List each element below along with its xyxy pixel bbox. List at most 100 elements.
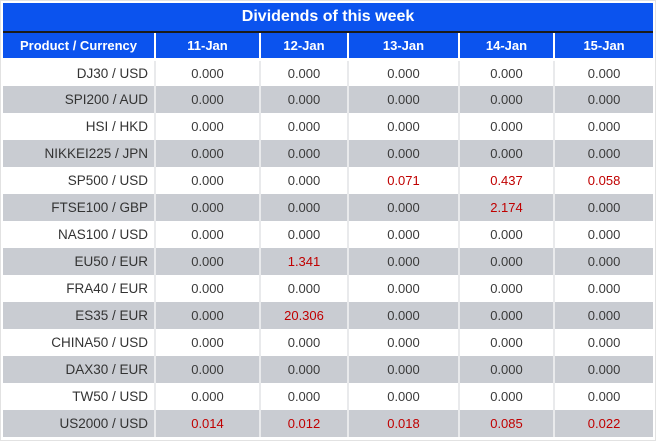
dividend-value-cell: 0.000 bbox=[154, 383, 260, 410]
dividend-value-cell: 0.000 bbox=[347, 248, 459, 275]
table-row: NIKKEI225 / JPN 0.000 0.000 0.000 0.000 0.000 bbox=[3, 140, 654, 167]
dividend-value-cell: 0.012 bbox=[259, 410, 348, 437]
product-currency-cell: EU50 / EUR bbox=[74, 254, 148, 269]
dividend-value-cell: 1.341 bbox=[259, 248, 348, 275]
dividend-value-cell: 0.000 bbox=[154, 275, 260, 302]
dividend-value-cell: 0.000 bbox=[154, 140, 260, 167]
dividend-value-cell: 0.000 bbox=[154, 86, 260, 113]
dividend-value-cell: 0.000 bbox=[259, 329, 348, 356]
product-currency-cell: SPI200 / AUD bbox=[64, 92, 148, 107]
dividend-value-cell: 2.174 bbox=[458, 194, 554, 221]
dividend-value-cell: 0.022 bbox=[552, 410, 654, 437]
dividend-value-cell: 0.000 bbox=[259, 167, 348, 194]
dividend-value-cell: 0.000 bbox=[259, 194, 348, 221]
product-currency-cell: TW50 / USD bbox=[72, 389, 148, 404]
dividend-value-cell: 0.000 bbox=[347, 59, 459, 86]
product-currency-cell: NAS100 / USD bbox=[57, 227, 148, 242]
dividend-value-cell: 0.000 bbox=[347, 302, 459, 329]
product-currency-cell: DAX30 / EUR bbox=[65, 362, 148, 377]
table-row: EU50 / EUR 0.000 1.341 0.000 0.000 0.000 bbox=[3, 248, 654, 275]
dividend-value-cell: 0.000 bbox=[347, 329, 459, 356]
product-currency-cell: SP500 / USD bbox=[67, 173, 148, 188]
table-row: DJ30 / USD 0.000 0.000 0.000 0.000 0.000 bbox=[3, 59, 654, 86]
dividend-value-cell: 0.000 bbox=[347, 86, 459, 113]
table-row: FRA40 / EUR 0.000 0.000 0.000 0.000 0.000 bbox=[3, 275, 654, 302]
dividend-value-cell: 0.000 bbox=[552, 221, 654, 248]
dividend-value-cell: 0.000 bbox=[347, 221, 459, 248]
dividend-value-cell: 0.000 bbox=[154, 113, 260, 140]
table-row: DAX30 / EUR 0.000 0.000 0.000 0.000 0.000 bbox=[3, 356, 654, 383]
table-row: HSI / HKD 0.000 0.000 0.000 0.000 0.000 bbox=[3, 113, 654, 140]
dividend-value-cell: 0.000 bbox=[154, 167, 260, 194]
dividend-value-cell: 0.000 bbox=[154, 194, 260, 221]
dividend-value-cell: 0.000 bbox=[259, 356, 348, 383]
column-header-15-jan: 15-Jan bbox=[552, 32, 654, 61]
dividend-value-cell: 0.000 bbox=[458, 221, 554, 248]
dividend-value-cell: 0.000 bbox=[347, 275, 459, 302]
table-row: SP500 / USD 0.000 0.000 0.071 0.437 0.058 bbox=[3, 167, 654, 194]
title-row: Dividends of this week bbox=[3, 3, 654, 33]
dividend-value-cell: 0.000 bbox=[154, 59, 260, 86]
dividend-value-cell: 0.000 bbox=[347, 356, 459, 383]
table-title: Dividends of this week bbox=[3, 3, 654, 33]
dividend-value-cell: 0.000 bbox=[552, 194, 654, 221]
dividend-value-cell: 0.000 bbox=[154, 329, 260, 356]
dividend-value-cell: 0.437 bbox=[458, 167, 554, 194]
dividend-value-cell: 0.000 bbox=[552, 86, 654, 113]
dividend-value-cell: 0.000 bbox=[259, 275, 348, 302]
dividend-value-cell: 0.000 bbox=[552, 275, 654, 302]
product-currency-cell: FTSE100 / GBP bbox=[51, 200, 148, 215]
dividend-value-cell: 0.000 bbox=[552, 59, 654, 86]
dividend-value-cell: 0.000 bbox=[552, 356, 654, 383]
dividend-value-cell: 0.000 bbox=[552, 140, 654, 167]
table-row: SPI200 / AUD 0.000 0.000 0.000 0.000 0.000 bbox=[3, 86, 654, 113]
column-header-12-jan: 12-Jan bbox=[259, 32, 348, 61]
dividend-value-cell: 0.085 bbox=[458, 410, 554, 437]
table-row: FTSE100 / GBP 0.000 0.000 0.000 2.174 0.000 bbox=[3, 194, 654, 221]
column-header-row: Product / Currency 11-Jan 12-Jan 13-Jan … bbox=[3, 32, 654, 61]
table-body: DJ30 / USD 0.000 0.000 0.000 0.000 0.000 SPI20… bbox=[3, 59, 654, 437]
dividend-value-cell: 0.000 bbox=[458, 275, 554, 302]
product-currency-cell: FRA40 / EUR bbox=[66, 281, 148, 296]
dividend-value-cell: 0.000 bbox=[552, 248, 654, 275]
dividend-value-cell: 0.000 bbox=[552, 113, 654, 140]
table-row: ES35 / EUR 0.000 20.306 0.000 0.000 0.000 bbox=[3, 302, 654, 329]
dividend-value-cell: 0.000 bbox=[154, 356, 260, 383]
dividends-table: Dividends of this week Product / Currenc… bbox=[3, 3, 654, 437]
dividend-value-cell: 20.306 bbox=[259, 302, 348, 329]
dividend-value-cell: 0.000 bbox=[458, 383, 554, 410]
dividend-value-cell: 0.014 bbox=[154, 410, 260, 437]
dividend-value-cell: 0.000 bbox=[154, 302, 260, 329]
dividend-value-cell: 0.071 bbox=[347, 167, 459, 194]
table-row: CHINA50 / USD 0.000 0.000 0.000 0.000 0.000 bbox=[3, 329, 654, 356]
dividend-value-cell: 0.000 bbox=[458, 302, 554, 329]
dividend-value-cell: 0.000 bbox=[552, 302, 654, 329]
column-header-13-jan: 13-Jan bbox=[347, 32, 459, 61]
dividend-value-cell: 0.000 bbox=[154, 221, 260, 248]
dividend-value-cell: 0.000 bbox=[259, 59, 348, 86]
dividend-value-cell: 0.000 bbox=[458, 356, 554, 383]
dividend-value-cell: 0.000 bbox=[347, 140, 459, 167]
product-currency-cell: DJ30 / USD bbox=[76, 65, 148, 81]
product-currency-cell: HSI / HKD bbox=[85, 119, 148, 134]
product-currency-cell: NIKKEI225 / JPN bbox=[44, 146, 148, 161]
dividend-value-cell: 0.000 bbox=[347, 194, 459, 221]
table-row: TW50 / USD 0.000 0.000 0.000 0.000 0.000 bbox=[3, 383, 654, 410]
dividend-value-cell: 0.000 bbox=[458, 113, 554, 140]
dividend-value-cell: 0.000 bbox=[458, 329, 554, 356]
dividend-value-cell: 0.000 bbox=[259, 140, 348, 167]
dividend-value-cell: 0.000 bbox=[458, 86, 554, 113]
dividend-value-cell: 0.000 bbox=[458, 248, 554, 275]
table-row: NAS100 / USD 0.000 0.000 0.000 0.000 0.000 bbox=[3, 221, 654, 248]
product-currency-cell: US2000 / USD bbox=[59, 416, 148, 431]
dividend-value-cell: 0.000 bbox=[259, 113, 348, 140]
dividend-value-cell: 0.000 bbox=[458, 59, 554, 86]
dividend-value-cell: 0.000 bbox=[458, 140, 554, 167]
product-currency-cell: CHINA50 / USD bbox=[51, 335, 148, 350]
table-row: US2000 / USD 0.014 0.012 0.018 0.085 0.022 bbox=[3, 410, 654, 437]
dividend-value-cell: 0.000 bbox=[259, 86, 348, 113]
dividend-value-cell: 0.000 bbox=[552, 329, 654, 356]
product-currency-cell: ES35 / EUR bbox=[75, 308, 148, 323]
dividend-value-cell: 0.000 bbox=[347, 383, 459, 410]
